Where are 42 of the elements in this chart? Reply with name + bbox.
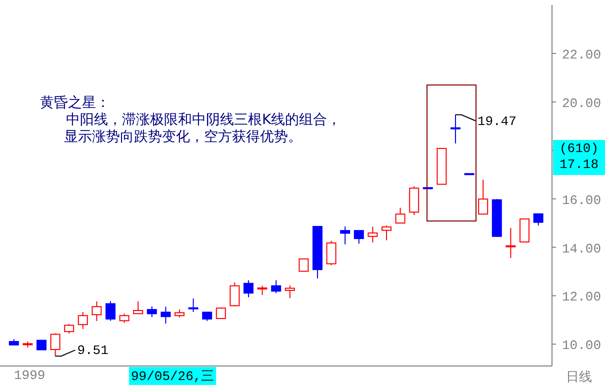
candlestick	[395, 207, 406, 224]
candlestick	[409, 186, 420, 216]
y-tick-label: 22.00	[562, 47, 602, 62]
candlestick	[520, 218, 530, 242]
y-tick-label: 12.00	[562, 290, 602, 305]
candlestick	[78, 311, 88, 330]
annotation: 显示涨势向跌势变化，空方获得优势。	[63, 129, 303, 146]
candlestick	[50, 332, 60, 357]
annotation: 19.47	[477, 114, 516, 129]
y-tick-label: 20.00	[562, 96, 602, 111]
y-tick-label: 16.00	[562, 192, 602, 208]
annotation: 9.51	[77, 343, 109, 358]
candlestick	[382, 224, 392, 241]
annotation: 黄昏之星：	[40, 95, 111, 112]
text: 17.18	[558, 157, 600, 174]
text: 1999	[14, 368, 46, 383]
candlestick	[298, 258, 309, 272]
text: (610)	[558, 141, 600, 158]
candlestick	[450, 114, 462, 144]
candlestick	[92, 300, 102, 322]
candlestick	[284, 285, 295, 299]
candlestick	[354, 230, 364, 244]
candlestick	[271, 280, 282, 294]
candlestick	[244, 280, 254, 298]
candlestick	[340, 226, 350, 245]
y-tick-label: 10.00	[562, 338, 602, 354]
candlestick	[106, 300, 116, 322]
candlestick	[230, 282, 240, 307]
candlestick	[119, 313, 130, 324]
candlestick	[64, 324, 74, 334]
text: 99/05/26,三	[129, 367, 216, 385]
candlestick	[146, 306, 157, 318]
candlestick	[133, 300, 144, 314]
candlestick	[478, 179, 488, 215]
candlestick	[36, 340, 46, 350]
candlestick	[326, 240, 336, 266]
text: 日线	[566, 369, 592, 386]
y-tick-label: 14.00	[562, 241, 602, 256]
annotation: 中阳线，滞涨极限和中阴线三根K线的组合，	[65, 112, 342, 129]
candlestick	[533, 213, 544, 226]
candlestick	[368, 226, 378, 243]
candlestick	[160, 306, 171, 324]
